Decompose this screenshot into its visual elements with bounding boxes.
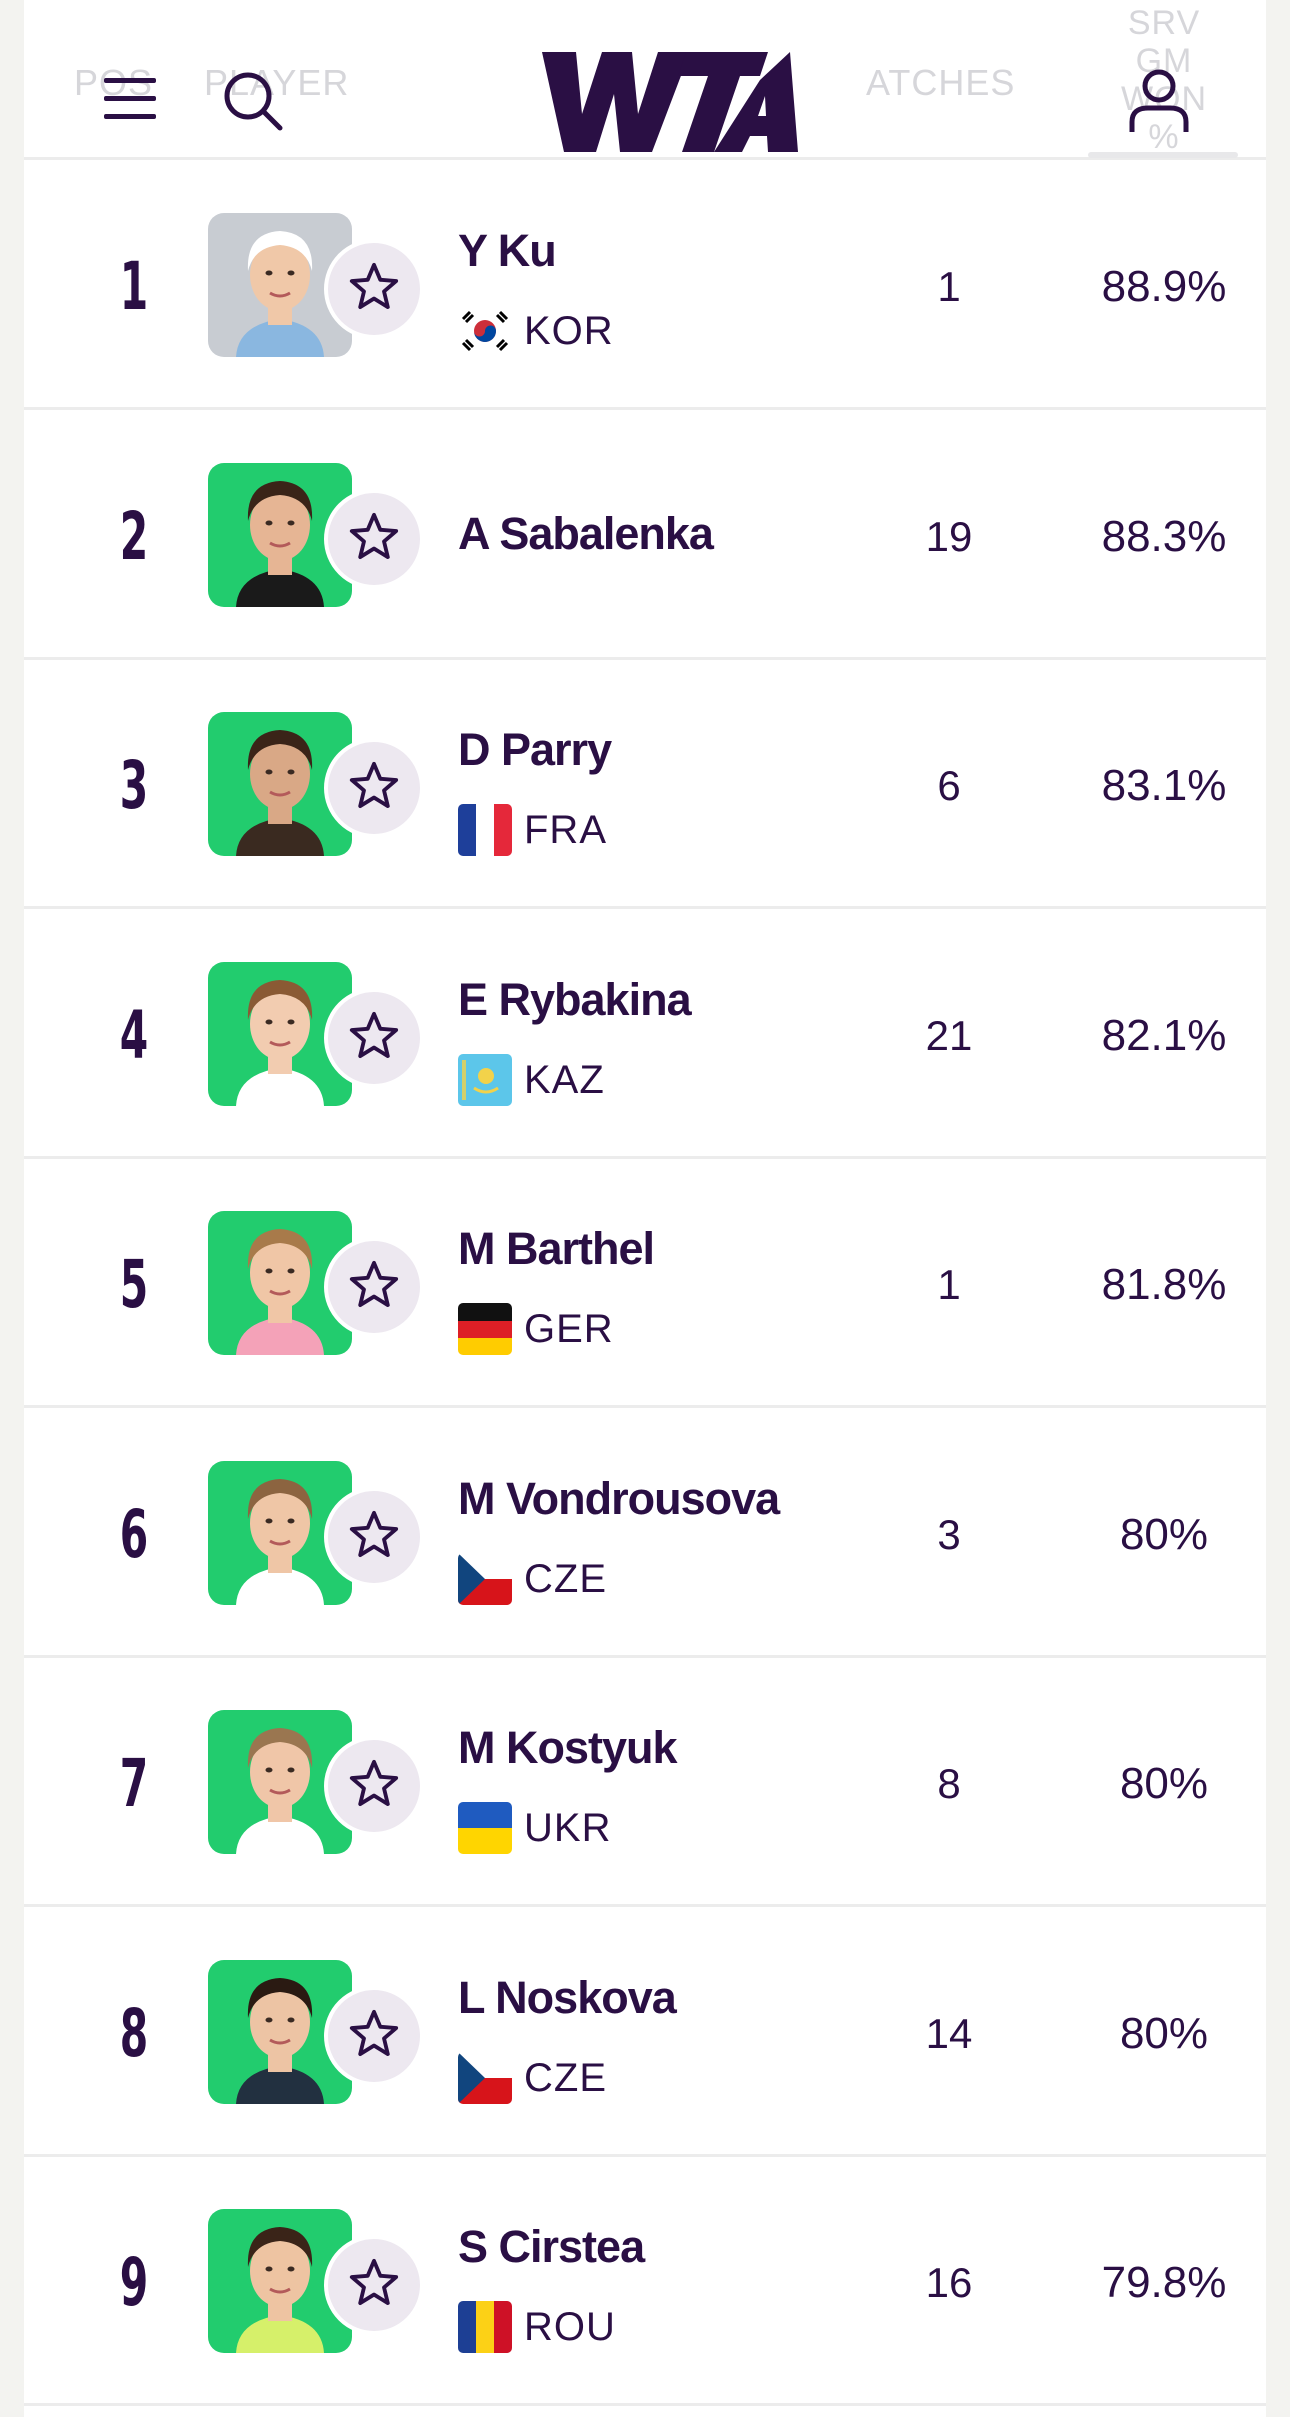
player-photo[interactable] <box>208 1461 352 1605</box>
service-games-won-percent: 81.8% <box>1101 1259 1227 1309</box>
star-icon <box>347 1009 401 1068</box>
rank-number: 2 <box>119 498 149 575</box>
favorite-star-button[interactable] <box>324 738 424 838</box>
matches-count: 1 <box>937 262 961 310</box>
player-name[interactable]: L Noskova <box>458 1972 677 2023</box>
top-bar: POS PLAYER ATCHES SRV GM WON % <box>24 0 1266 160</box>
player-name[interactable]: E Rybakina <box>458 974 692 1025</box>
rank-number: 8 <box>119 1995 149 2072</box>
service-games-won-percent: 88.9% <box>1101 261 1227 311</box>
star-icon <box>347 1508 401 1567</box>
hamburger-menu-icon[interactable] <box>102 74 158 122</box>
favorite-star-button[interactable] <box>324 489 424 589</box>
kaz-flag-icon <box>458 1054 512 1106</box>
ukr-flag-icon <box>458 1802 512 1854</box>
rank-number: 6 <box>119 1496 149 1573</box>
player-photo[interactable] <box>208 712 352 856</box>
star-icon <box>347 1258 401 1317</box>
matches-count: 8 <box>937 1759 961 1807</box>
column-header-matches[interactable]: ATCHES <box>866 62 1016 103</box>
player-row[interactable]: 5 M Barthel GER 1 81.8% <box>24 1161 1266 1408</box>
favorite-star-button[interactable] <box>324 1986 424 2086</box>
rank-number: 3 <box>119 747 149 824</box>
favorite-star-button[interactable] <box>324 1237 424 1337</box>
player-country: UKR <box>458 1800 611 1856</box>
user-account-icon[interactable] <box>1128 68 1190 134</box>
service-games-won-percent: 79.8% <box>1101 2257 1227 2307</box>
service-games-won-percent: 82.1% <box>1101 1010 1227 1060</box>
player-row[interactable]: 9 S Cirstea ROU 16 79.8% <box>24 2159 1266 2406</box>
player-row[interactable]: 3 D Parry FRA 6 83.1% <box>24 662 1266 909</box>
favorite-star-button[interactable] <box>324 1736 424 1836</box>
player-row[interactable]: 4 E Rybakina KAZ 21 82.1% <box>24 912 1266 1159</box>
rou-flag-icon <box>458 2301 512 2353</box>
wta-logo[interactable] <box>536 50 802 154</box>
service-games-won-percent: 83.1% <box>1101 760 1227 810</box>
matches-count: 1 <box>937 1260 961 1308</box>
player-name[interactable]: M Kostyuk <box>458 1722 678 1773</box>
star-icon <box>347 2007 401 2066</box>
country-code: CZE <box>524 1556 607 1601</box>
matches-count: 16 <box>925 2258 973 2306</box>
country-code: ROU <box>524 2304 616 2349</box>
rank-number: 7 <box>119 1745 149 1822</box>
player-row[interactable]: 1 Y Ku KOR 1 88.9% <box>24 163 1266 410</box>
rank-number: 5 <box>119 1246 149 1323</box>
star-icon <box>347 1757 401 1816</box>
country-code: KOR <box>524 308 614 353</box>
player-row[interactable]: 7 M Kostyuk UKR 8 80% <box>24 1660 1266 1907</box>
kor-flag-icon <box>458 305 512 357</box>
matches-count: 3 <box>937 1510 961 1558</box>
country-code: FRA <box>524 807 607 852</box>
player-country: ROU <box>458 2299 616 2355</box>
search-icon[interactable] <box>222 70 284 132</box>
matches-count: 6 <box>937 761 961 809</box>
matches-count: 19 <box>925 512 973 560</box>
player-country: GER <box>458 1301 614 1357</box>
player-country: KAZ <box>458 1052 605 1108</box>
player-row[interactable]: 6 M Vondrousova CZE 3 80% <box>24 1411 1266 1658</box>
player-photo[interactable] <box>208 2209 352 2353</box>
star-icon <box>347 759 401 818</box>
service-games-won-percent: 88.3% <box>1101 511 1227 561</box>
matches-count: 14 <box>925 2009 973 2057</box>
player-name[interactable]: Y Ku <box>458 225 557 276</box>
favorite-star-button[interactable] <box>324 988 424 1088</box>
player-name[interactable]: A Sabalenka <box>458 508 714 559</box>
player-country: KOR <box>458 303 614 359</box>
rank-number: 9 <box>119 2244 149 2321</box>
star-icon <box>347 510 401 569</box>
country-code: GER <box>524 1306 614 1351</box>
player-row[interactable]: 2 A Sabalenka 19 88.3% <box>24 413 1266 660</box>
matches-count: 21 <box>925 1011 973 1059</box>
rank-number: 4 <box>119 997 149 1074</box>
player-row[interactable]: 8 L Noskova CZE 14 80% <box>24 1910 1266 2157</box>
player-name[interactable]: M Barthel <box>458 1223 655 1274</box>
rank-number: 1 <box>119 248 149 325</box>
service-games-won-percent: 80% <box>1119 2008 1209 2058</box>
star-icon <box>347 2256 401 2315</box>
favorite-star-button[interactable] <box>324 1487 424 1587</box>
player-country: CZE <box>458 2050 607 2106</box>
ger-flag-icon <box>458 1303 512 1355</box>
favorite-star-button[interactable] <box>324 2235 424 2335</box>
player-name[interactable]: M Vondrousova <box>458 1473 780 1524</box>
player-name[interactable]: D Parry <box>458 724 612 775</box>
fra-flag-icon <box>458 804 512 856</box>
service-games-won-percent: 80% <box>1119 1758 1209 1808</box>
favorite-star-button[interactable] <box>324 239 424 339</box>
player-country: CZE <box>458 1551 607 1607</box>
player-name[interactable]: S Cirstea <box>458 2221 645 2272</box>
player-country: FRA <box>458 802 607 858</box>
country-code: CZE <box>524 2055 607 2100</box>
cze-flag-icon <box>458 2052 512 2104</box>
service-games-won-percent: 80% <box>1119 1509 1209 1559</box>
country-code: KAZ <box>524 1057 605 1102</box>
country-code: UKR <box>524 1805 612 1850</box>
cze-flag-icon <box>458 1553 512 1605</box>
active-column-indicator <box>1088 152 1238 158</box>
star-icon <box>347 260 401 319</box>
